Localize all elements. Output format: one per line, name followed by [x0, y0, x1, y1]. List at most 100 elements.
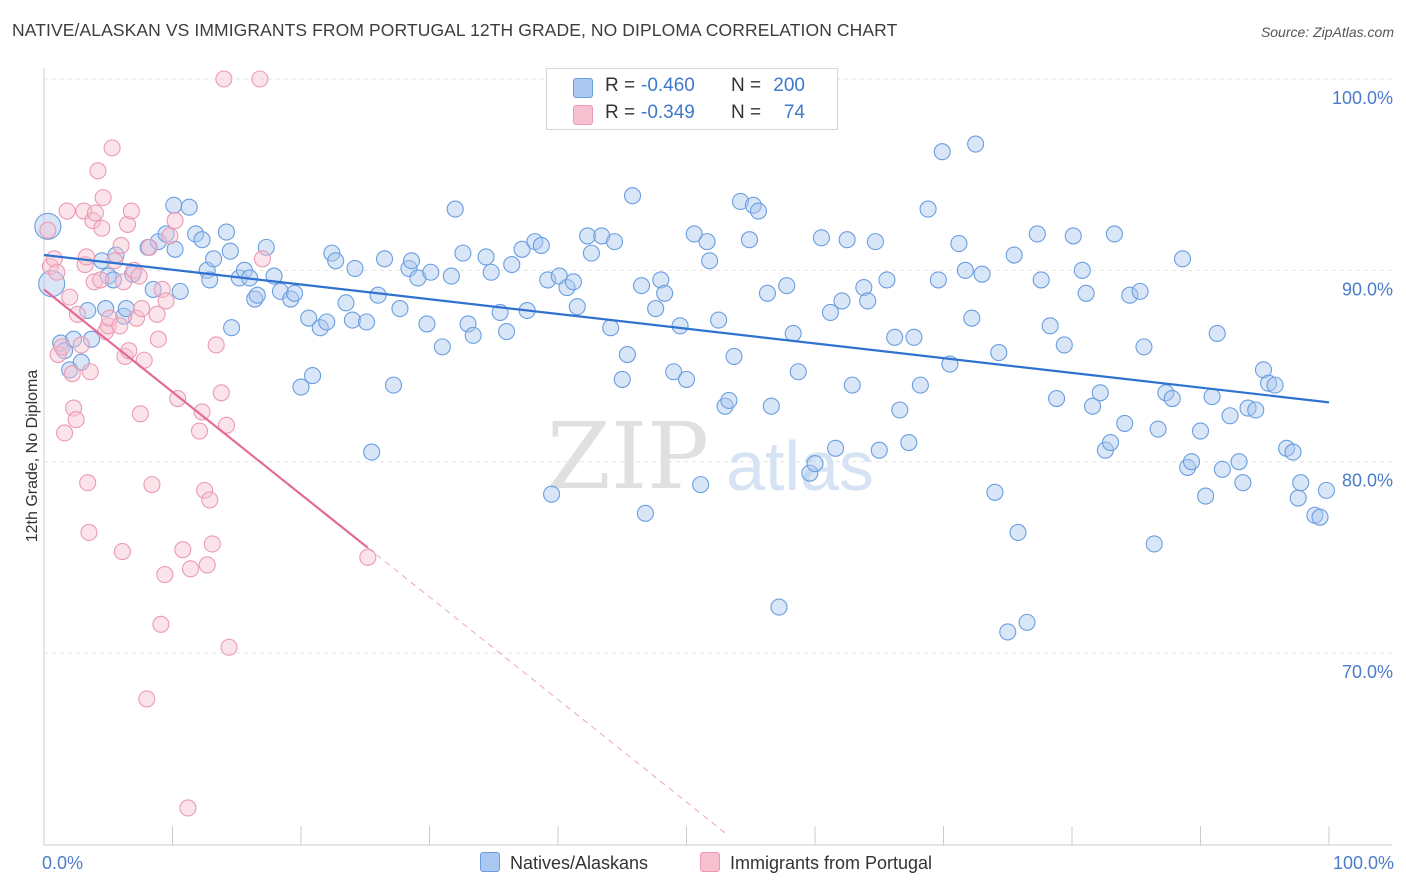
natives-point: [503, 256, 521, 274]
natives-point: [582, 244, 600, 262]
portugal-trend-extension: [367, 547, 726, 834]
natives-point: [870, 441, 888, 459]
natives-point: [346, 259, 364, 277]
portugal-point: [56, 424, 74, 442]
natives-point: [963, 309, 981, 327]
natives-point: [731, 192, 750, 211]
natives-point: [692, 476, 710, 494]
natives-point: [749, 202, 768, 220]
natives-point: [855, 279, 873, 297]
natives-point: [82, 330, 101, 348]
x-tick-label: 100.0%: [1333, 853, 1394, 873]
natives-point: [564, 273, 582, 291]
natives-point: [327, 252, 345, 270]
natives-point: [1048, 389, 1066, 408]
y-tick-label: 70.0%: [1342, 662, 1393, 682]
natives-point: [1234, 474, 1252, 492]
natives-point: [784, 324, 802, 343]
natives-point: [1009, 523, 1027, 542]
natives-point: [1121, 286, 1139, 304]
natives-point: [482, 263, 500, 281]
natives-point: [1041, 317, 1059, 335]
natives-points: [34, 135, 1335, 641]
axes: [43, 68, 1392, 846]
natives-point: [677, 370, 696, 388]
natives-point: [1266, 376, 1284, 394]
natives-point: [1135, 338, 1153, 356]
natives-point: [999, 623, 1017, 641]
natives-point: [579, 227, 597, 245]
natives-point: [740, 231, 759, 249]
natives-point: [636, 504, 654, 522]
natives-point: [656, 284, 674, 302]
natives-point: [318, 313, 336, 331]
natives-point: [34, 212, 62, 240]
natives-point: [878, 271, 896, 289]
portugal-point: [94, 189, 112, 207]
portugal-point: [193, 403, 211, 421]
natives-point: [442, 267, 460, 285]
natives-point: [568, 298, 586, 316]
bottom-legend-natives: Natives/Alaskans: [480, 852, 648, 874]
natives-point: [1182, 453, 1201, 471]
natives-point: [1289, 489, 1307, 507]
natives-point: [1084, 397, 1102, 415]
portugal-trend-line: [43, 288, 369, 549]
natives-point: [1163, 389, 1181, 408]
portugal-point: [39, 221, 57, 239]
natives-point: [973, 265, 991, 283]
natives-point: [613, 370, 631, 388]
natives-point: [1102, 433, 1120, 452]
natives-point: [891, 401, 909, 419]
portugal-point: [181, 560, 200, 578]
grid: [44, 78, 1392, 654]
natives-point: [632, 277, 651, 295]
natives-point: [477, 248, 495, 266]
portugal-point: [89, 162, 107, 180]
portugal-point: [81, 363, 99, 381]
portugal-point: [48, 263, 66, 281]
natives-point: [1149, 420, 1167, 438]
portugal-point: [130, 267, 148, 285]
natives-point: [652, 271, 670, 289]
portugal-point: [79, 474, 97, 492]
portugal-point: [61, 288, 79, 306]
natives-point: [1203, 388, 1221, 406]
natives-point: [1247, 401, 1265, 419]
natives-point: [1173, 250, 1192, 268]
portugal-point: [161, 227, 179, 245]
natives-point: [187, 225, 205, 243]
natives-point: [950, 234, 968, 253]
natives-point: [720, 391, 738, 409]
portugal-point: [169, 389, 187, 408]
natives-point: [180, 198, 198, 216]
natives-point: [838, 231, 856, 249]
natives-point: [725, 347, 743, 365]
natives-point: [144, 280, 162, 299]
natives-point: [79, 301, 97, 320]
natives-point: [859, 292, 877, 310]
natives-point: [1018, 613, 1036, 631]
portugal-point: [149, 330, 167, 348]
natives-point: [1077, 284, 1095, 302]
natives-point: [311, 319, 329, 337]
natives-point: [647, 300, 665, 318]
portugal-point: [174, 541, 192, 559]
natives-point: [223, 319, 241, 337]
natives-point: [369, 286, 387, 304]
natives-point: [967, 135, 985, 153]
portugal-point: [190, 422, 209, 440]
natives-point: [866, 233, 884, 251]
portugal-point: [67, 411, 85, 429]
natives-point: [418, 315, 436, 333]
portugal-point: [115, 273, 133, 291]
natives-point: [986, 483, 1004, 501]
portugal-point: [63, 365, 81, 383]
natives-point: [304, 367, 322, 385]
natives-point: [543, 485, 561, 503]
portugal-point: [106, 252, 124, 270]
portugal-point: [93, 219, 111, 237]
axis-labels: 12th Grade, No Diploma 100.0% 90.0% 80.0% 7…: [24, 88, 1394, 873]
natives-point: [193, 231, 211, 249]
natives-point: [1317, 481, 1335, 499]
